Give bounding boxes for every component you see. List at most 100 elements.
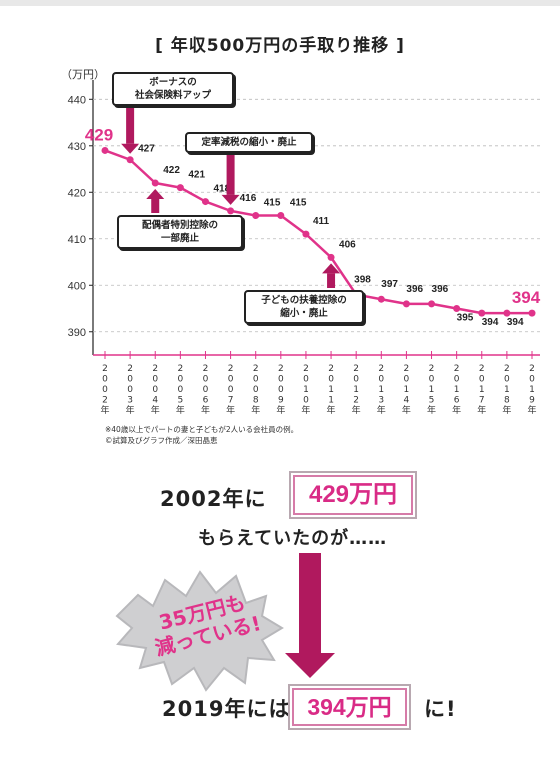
data-point-4 — [201, 198, 209, 206]
summary-line2: もらえていたのが…… — [198, 528, 388, 549]
data-label-17: 394 — [512, 288, 541, 307]
data-label-3: 421 — [188, 170, 205, 181]
amount-box-2002: 429万円 — [289, 471, 417, 519]
credit: ©試算及びグラフ作成／深田晶恵 — [105, 436, 218, 445]
arrow-shaft-2 — [151, 198, 160, 213]
chart-title: [ 年収500万円の手取り推移 ] — [155, 36, 405, 56]
data-point-6 — [252, 212, 260, 220]
summary-line1: 2002年に — [160, 487, 267, 511]
data-label-15: 394 — [482, 317, 499, 328]
chart-labels: 2 0 0 2 年 2 0 0 3 年 2 0 0 4 年 2 0 0 5 年 2 0 0 6 年 2 0 0 7 年 2 0 0 8 年 2 0 0 9 年… — [85, 125, 541, 416]
arrow-shaft-1 — [226, 153, 235, 195]
data-label-12: 396 — [406, 284, 423, 295]
annotation-3-line-1: 縮小・廃止 — [280, 308, 328, 319]
data-label-13: 396 — [432, 284, 449, 295]
summary-suffix: に! — [424, 697, 457, 721]
arrow-shaft-0 — [126, 106, 135, 144]
data-label-16: 394 — [507, 317, 524, 328]
data-point-8 — [302, 230, 310, 238]
chart-axes: （万円） 390 400 410 420 430 440 — [61, 68, 540, 359]
data-point-7 — [277, 212, 285, 220]
data-label-1: 427 — [138, 144, 155, 155]
data-point-15 — [478, 309, 486, 317]
data-point-2 — [151, 179, 159, 187]
annotation-3: 子どもの扶養控除の 縮小・廃止 — [244, 290, 364, 324]
data-point-3 — [176, 184, 184, 192]
chart-marks — [101, 146, 536, 317]
data-point-14 — [453, 305, 461, 313]
data-label-0: 429 — [85, 125, 113, 144]
data-point-16 — [503, 309, 511, 317]
annotation-0: ボーナスの社会保険料アップ — [112, 72, 234, 106]
data-point-17 — [528, 309, 536, 317]
amount-2019: 394万円 — [292, 688, 407, 726]
footnote: ※40歳以上でパートの妻と子どもが2人いる会社員の例。 — [105, 425, 299, 434]
annotation-0-line-0: ボーナスの — [149, 77, 197, 88]
data-label-11: 397 — [381, 279, 398, 290]
ytick-label-420: 420 — [68, 187, 86, 199]
data-label-14: 395 — [457, 313, 474, 324]
data-point-1 — [126, 156, 134, 164]
arrow-shaft-3 — [327, 273, 336, 288]
data-label-10: 398 — [354, 275, 371, 286]
annotation-arrows — [121, 106, 341, 288]
amount-box-2019: 394万円 — [288, 684, 411, 730]
data-label-4: 418 — [213, 184, 230, 195]
ytick-label-430: 430 — [68, 141, 86, 153]
arrow-head-3 — [322, 263, 341, 274]
data-label-6: 415 — [264, 198, 281, 209]
burst-shape — [115, 570, 284, 692]
data-label-7: 415 — [290, 198, 307, 209]
big-arrow-head — [285, 653, 335, 678]
annotation-2-line-0: 配偶者特別控除の — [141, 220, 218, 231]
data-point-12 — [402, 300, 410, 308]
data-label-8: 411 — [313, 216, 330, 227]
unit-label: （万円） — [61, 68, 105, 81]
annotation-1: 定率減税の縮小・廃止 — [185, 132, 313, 153]
amount-2002: 429万円 — [293, 475, 413, 515]
arrow-head-1 — [221, 194, 240, 205]
data-point-5 — [227, 207, 235, 215]
annotation-3-line-0: 子どもの扶養控除の — [261, 295, 347, 306]
data-point-11 — [377, 295, 385, 303]
ytick-label-440: 440 — [68, 94, 86, 106]
top-rule — [0, 0, 560, 6]
data-point-9 — [327, 253, 335, 261]
ytick-label-390: 390 — [68, 327, 86, 339]
data-label-2: 422 — [163, 165, 180, 176]
ytick-label-400: 400 — [68, 280, 86, 292]
data-label-5: 416 — [240, 193, 257, 204]
data-label-9: 406 — [339, 239, 356, 250]
annotation-0-line-1: 社会保険料アップ — [134, 90, 211, 101]
data-point-13 — [428, 300, 436, 308]
arrow-head-2 — [146, 188, 165, 199]
ytick-label-410: 410 — [68, 234, 86, 246]
data-point-0 — [101, 146, 109, 154]
annotation-2: 配偶者特別控除の 一部廃止 — [117, 215, 243, 249]
series-line — [104, 149, 532, 315]
summary-line3: 2019年には — [162, 697, 291, 721]
annotation-1-line-0: 定率減税の縮小・廃止 — [201, 137, 297, 148]
annotation-2-line-1: 一部廃止 — [160, 233, 199, 244]
arrow-head-0 — [121, 143, 140, 154]
big-arrow-shaft — [299, 553, 321, 653]
